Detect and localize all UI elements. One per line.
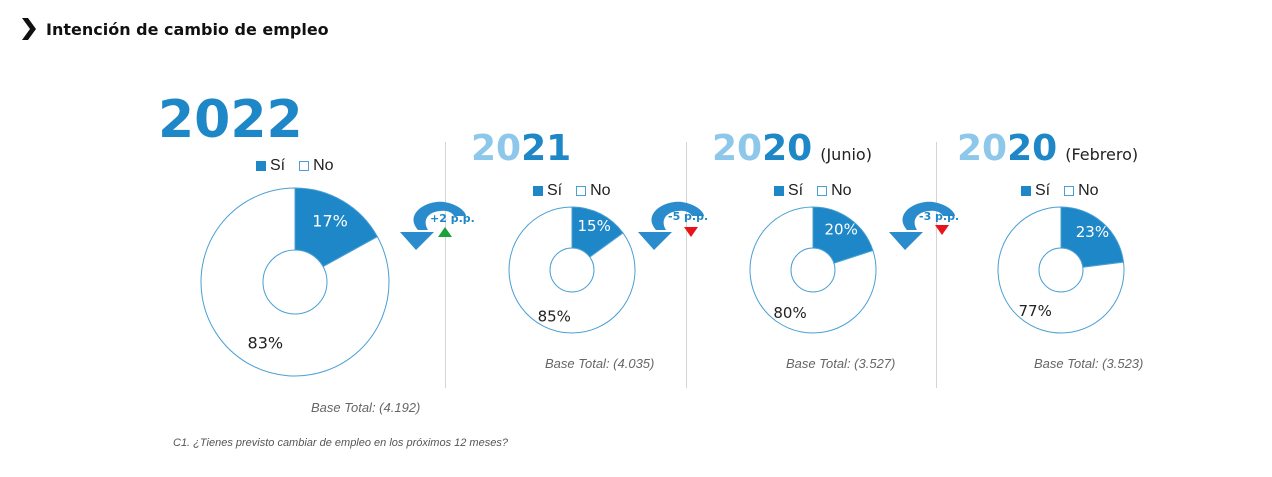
data-label-si: 20% xyxy=(824,220,857,238)
legend: Sí No xyxy=(533,182,625,200)
donut-hole xyxy=(549,247,595,293)
legend-no-label: No xyxy=(313,157,334,174)
donut-hole xyxy=(790,247,836,293)
legend-si-swatch xyxy=(1021,186,1031,196)
change-label: -3 p.p. xyxy=(919,210,960,223)
legend: Sí No xyxy=(1021,182,1113,200)
triangle-down-icon xyxy=(935,225,949,235)
divider xyxy=(936,142,937,388)
legend-si-label: Sí xyxy=(270,157,286,174)
chevron-right-icon xyxy=(22,18,36,40)
base-total: Base Total: (4.035) xyxy=(545,356,655,371)
change-label: +2 p.p. xyxy=(430,212,475,225)
legend-si-swatch xyxy=(774,186,784,196)
data-label-si: 15% xyxy=(578,217,611,235)
legend-no-label: No xyxy=(831,182,852,199)
change-indicator: +2 p.p. xyxy=(396,194,476,256)
legend-si-label: Sí xyxy=(1035,182,1051,199)
change-indicator: -3 p.p. xyxy=(885,194,965,256)
divider xyxy=(686,142,687,388)
legend-si-swatch xyxy=(533,186,543,196)
legend-no-label: No xyxy=(590,182,611,199)
base-total: Base Total: (3.523) xyxy=(1034,356,1144,371)
legend-no-swatch xyxy=(1064,186,1075,196)
donut-chart-2022: 17% 83% xyxy=(200,187,390,377)
year-heading-2020-febrero: 2020 (Febrero) xyxy=(957,128,1139,169)
year-heading-2021: 2021 xyxy=(471,128,572,169)
legend-no-swatch xyxy=(299,161,310,171)
data-label-no: 85% xyxy=(538,307,571,325)
data-label-no: 83% xyxy=(248,334,284,353)
donut-chart-2020-febrero: 23% 77% xyxy=(997,206,1125,334)
change-label: -5 p.p. xyxy=(668,210,709,223)
donut-hole xyxy=(262,249,328,315)
donut-hole xyxy=(1038,247,1084,293)
footnote: C1. ¿Tienes previsto cambiar de empleo e… xyxy=(173,437,508,449)
triangle-up-icon xyxy=(438,227,452,237)
page-title: Intención de cambio de empleo xyxy=(46,19,329,39)
curved-arrow-icon xyxy=(400,201,466,250)
data-label-si: 17% xyxy=(312,212,348,231)
curved-arrow-icon xyxy=(638,201,704,250)
triangle-down-icon xyxy=(684,227,698,237)
legend-si-label: Sí xyxy=(788,182,804,199)
year-heading-2020-junio: 2020 (Junio) xyxy=(712,128,872,169)
divider xyxy=(445,142,446,388)
base-total: Base Total: (3.527) xyxy=(786,356,896,371)
legend-no-swatch xyxy=(817,186,828,196)
base-total: Base Total: (4.192) xyxy=(311,400,421,415)
legend-no-swatch xyxy=(576,186,587,196)
data-label-no: 77% xyxy=(1018,302,1051,320)
legend: Sí No xyxy=(774,182,866,200)
data-label-si: 23% xyxy=(1076,223,1109,241)
donut-chart-2021: 15% 85% xyxy=(508,206,636,334)
legend-si-swatch xyxy=(256,161,266,171)
curved-arrow-icon xyxy=(889,201,955,250)
change-indicator: -5 p.p. xyxy=(634,194,714,256)
page-header: Intención de cambio de empleo xyxy=(22,18,329,40)
legend: Sí No xyxy=(256,157,348,175)
legend-si-label: Sí xyxy=(547,182,563,199)
donut-chart-2020-junio: 20% 80% xyxy=(749,206,877,334)
year-heading-2022: 2022 xyxy=(158,90,303,150)
pie-slice-no xyxy=(997,206,1125,334)
legend-no-label: No xyxy=(1078,182,1099,199)
data-label-no: 80% xyxy=(773,304,806,322)
